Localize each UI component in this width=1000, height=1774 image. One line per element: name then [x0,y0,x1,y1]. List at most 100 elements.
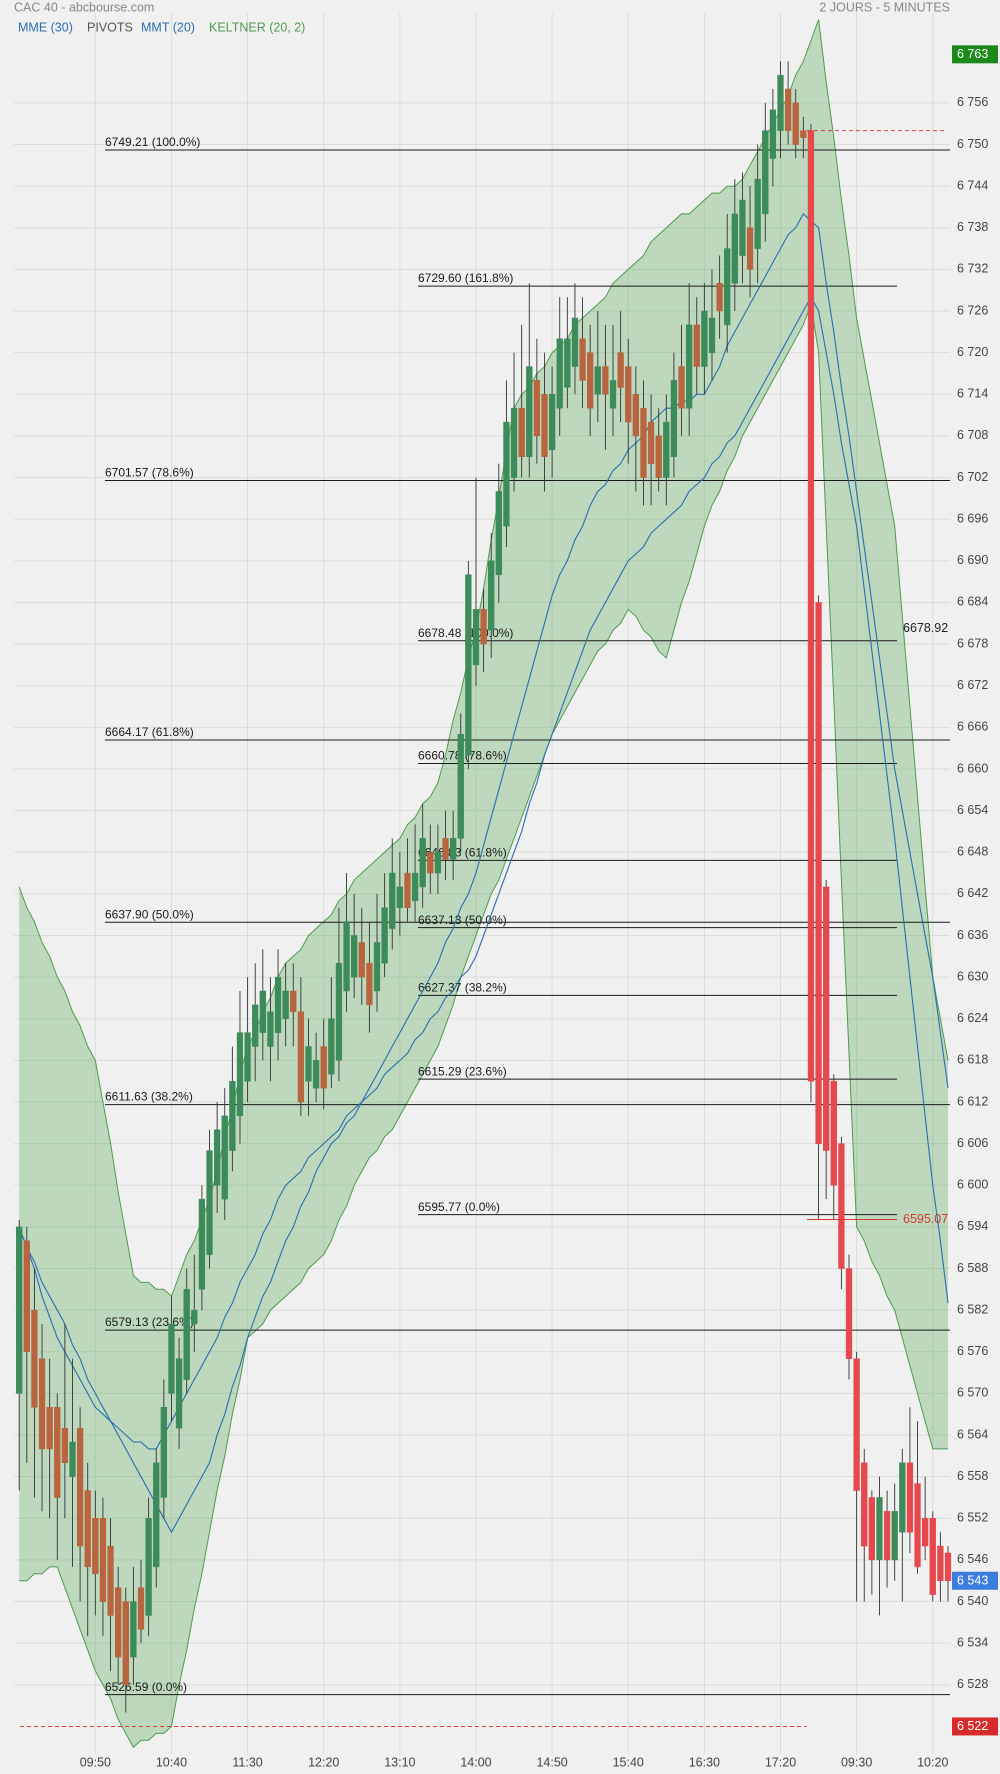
y-tick-label: 6 648 [957,845,988,859]
pivot-label: 6615.29 (23.6%) [418,1064,507,1078]
candle-body [769,109,777,159]
moving-average [18,213,949,1450]
chart-subtitle: 2 JOURS - 5 MINUTES [819,0,950,14]
candle-body [274,976,282,1033]
x-tick-label: 14:00 [460,1755,491,1769]
candle-body [533,380,541,437]
candle-body [807,130,815,1082]
candle-body [541,394,548,457]
legend-item: PIVOTS [87,20,133,34]
y-tick-label: 6 546 [957,1552,988,1566]
candle-body [510,407,518,478]
y-tick-label: 6 552 [957,1511,988,1525]
candle-body [815,602,822,1144]
candle-body [845,1268,853,1359]
candle-body [99,1518,107,1602]
price-badge [952,45,998,64]
candle-body [670,380,678,457]
x-tick-label: 13:10 [384,1755,415,1769]
candle-body [366,962,373,1006]
candle-body [823,886,830,1151]
candle-body [800,130,807,138]
candle-body [267,1011,274,1047]
x-tick-label: 15:40 [613,1755,644,1769]
candle-body [937,1545,944,1581]
candle-body [259,990,266,1033]
candle-body [587,352,594,409]
candle-body [838,1143,845,1269]
candle-body [693,324,700,367]
candle-body [906,1462,914,1533]
y-tick-label: 6 594 [957,1219,988,1233]
candle-body [358,942,365,978]
candle-body [145,1518,152,1616]
candle-body [526,366,533,457]
candle-body [868,1497,876,1561]
candle-body [38,1358,46,1450]
y-tick-label: 6 702 [957,470,988,484]
y-tick-label: 6 732 [957,262,988,276]
candle-body [457,734,464,839]
candle-body [221,1115,228,1200]
candle-body [678,366,685,409]
pivot-label: 6637.13 (50.0%) [418,913,507,927]
candle-body [503,421,510,527]
candle-body [777,74,784,131]
candle-body [739,199,746,256]
candle-body [396,886,404,908]
candle-body [495,491,502,575]
pivot-label: 6627.37 (38.2%) [418,981,507,995]
pivot-label: 6664.17 (61.8%) [105,725,194,739]
candle-body [434,851,442,874]
candle-body [571,317,579,367]
y-tick-label: 6 720 [957,345,988,359]
y-tick-label: 6 654 [957,803,988,817]
candle-body [488,560,495,631]
candle-body [472,609,480,666]
candle-body [198,1198,206,1290]
candle-body [708,317,716,353]
y-tick-label: 6 618 [957,1053,988,1067]
candle-body [701,310,708,367]
legend-item: MME (30) [18,20,73,34]
candle-body [548,394,556,451]
candle-body [107,1545,114,1616]
y-tick-label: 6 642 [957,886,988,900]
candle-body [876,1497,883,1561]
candle-body [853,1358,860,1491]
candle-body [183,1289,190,1380]
y-tick-label: 6 726 [957,303,988,317]
pivot-label: 6611.63 (38.2%) [105,1090,193,1104]
candle-body [297,1011,305,1103]
y-tick-label: 6 684 [957,595,988,609]
candle-body [609,380,617,409]
keltner-lower [19,302,948,1749]
candle-body [731,213,738,284]
candle-body [312,1060,320,1089]
candle-body [137,1587,145,1630]
candle-body [518,407,525,457]
candle-body [556,338,563,409]
candle-body [754,178,761,249]
candle-body [929,1518,936,1595]
candle-body [23,1240,30,1353]
candle-body [373,942,381,992]
candle-body [175,1358,183,1429]
x-tick-label: 10:40 [156,1755,187,1769]
y-tick-label: 6 588 [957,1261,988,1275]
candle-body [160,1407,167,1498]
annotation-label: 6595.07 [903,1212,948,1226]
candle-body [724,248,731,326]
candle-body [891,1511,898,1561]
candle-body [419,838,426,888]
price-badge-label: 6 543 [957,1574,988,1588]
price-badge-label: 6 522 [957,1719,988,1733]
candle-body [632,394,640,437]
candle-body [792,102,799,145]
y-tick-label: 6 636 [957,928,988,942]
chart-title: CAC 40 - abcbourse.com [14,0,154,14]
y-tick-label: 6 696 [957,511,988,525]
y-tick-label: 6 576 [957,1344,988,1358]
candle-body [746,227,754,270]
